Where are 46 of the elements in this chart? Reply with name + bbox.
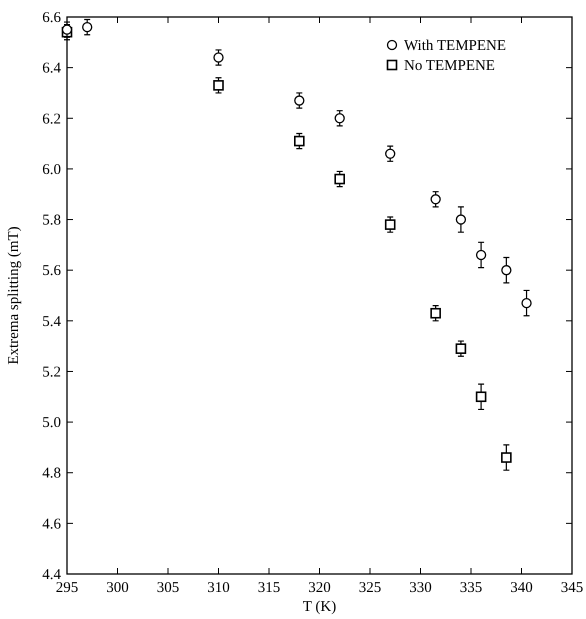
y-tick-label: 5.8 [42, 212, 61, 229]
point [501, 265, 512, 276]
legend-label: No TEMPENE [404, 58, 495, 74]
x-tick-label: 320 [308, 580, 331, 596]
point [82, 22, 92, 32]
point [385, 148, 396, 159]
point [294, 95, 304, 106]
point [476, 250, 486, 260]
point [294, 136, 305, 146]
point [476, 391, 486, 402]
y-tick-label: 6.4 [42, 60, 62, 77]
point [62, 24, 72, 35]
x-tick-label: 315 [258, 580, 280, 596]
point [213, 52, 224, 63]
x-axis-title: T (K) [302, 599, 336, 615]
point [384, 219, 396, 230]
x-tick-label: 305 [156, 580, 180, 596]
point [456, 343, 466, 354]
point [430, 308, 441, 319]
x-tick-label: 340 [510, 580, 533, 596]
x-tick-label: 345 [560, 580, 584, 596]
y-tick-label: 4.6 [42, 516, 62, 532]
y-tick-label: 6.6 [42, 10, 62, 26]
point [456, 214, 466, 225]
point [521, 298, 532, 308]
y-tick-label: 4.4 [42, 567, 62, 583]
point [501, 452, 512, 463]
x-tick-label: 325 [358, 580, 382, 596]
y-tick-label: 6.2 [42, 111, 61, 128]
x-tick-label: 300 [106, 580, 129, 596]
x-tick-label: 310 [207, 580, 230, 596]
y-tick-label: 5.2 [42, 364, 61, 380]
y-tick-label: 5.6 [42, 263, 62, 280]
legend-label: With TEMPENE [404, 38, 506, 54]
x-tick-label: 335 [460, 580, 482, 596]
y-axis-title: Extrema splitting (mT) [6, 226, 22, 365]
point [334, 174, 345, 184]
y-tick-label: 4.8 [42, 466, 61, 482]
y-tick-label: 5.0 [42, 415, 61, 432]
x-tick-label: 295 [56, 580, 78, 596]
x-tick-label: 330 [409, 580, 432, 596]
y-tick-label: 5.4 [42, 314, 62, 330]
point [334, 113, 345, 124]
point [213, 80, 224, 91]
y-tick-label: 6.0 [42, 162, 61, 178]
point [430, 194, 441, 204]
